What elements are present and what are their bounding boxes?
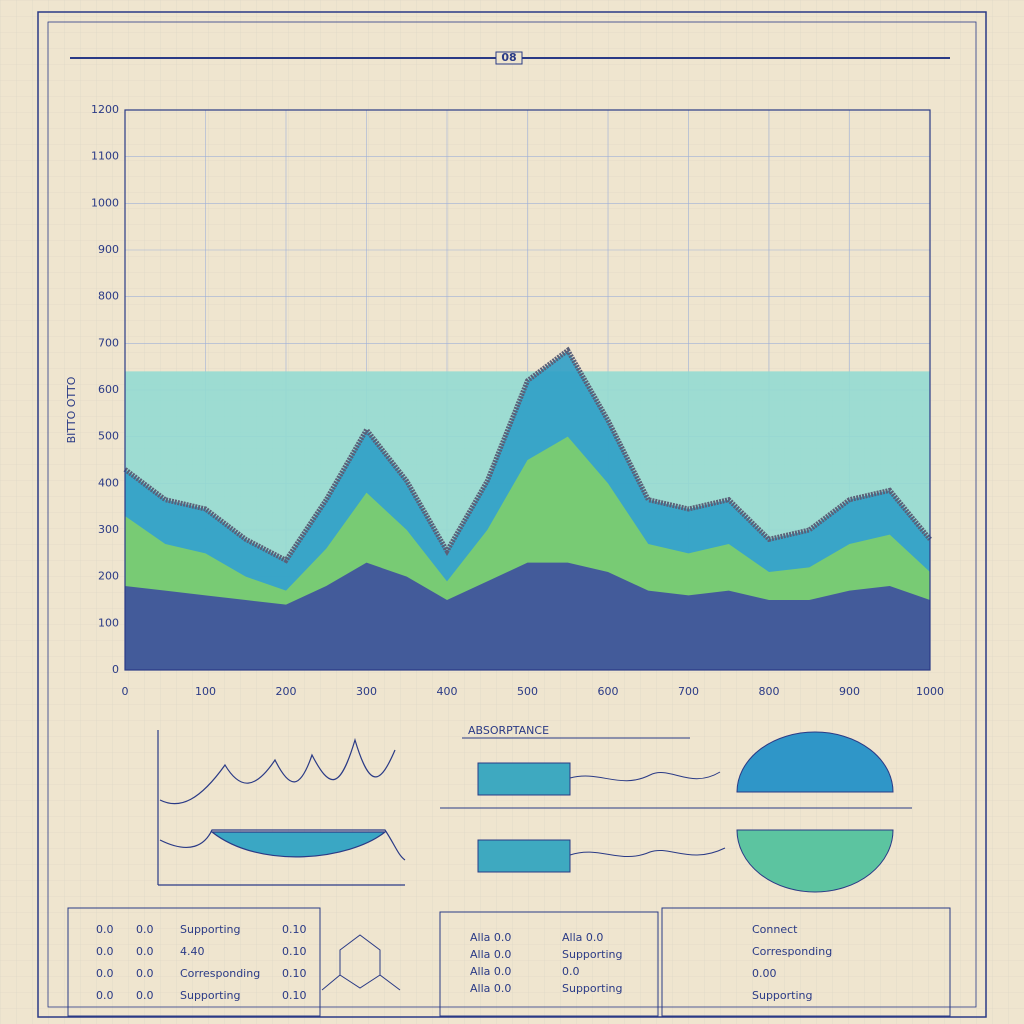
y-tick-label: 1100 [91, 150, 119, 163]
legend-text: 0.00 [752, 967, 777, 980]
x-tick-label: 300 [356, 685, 377, 698]
y-tick-label: 900 [98, 243, 119, 256]
x-tick-label: 700 [678, 685, 699, 698]
legends: 0.0 0.0 Supporting 0.10 0.0 0.0 4.40 0.10 0.0 0.0… [96, 923, 832, 1002]
x-tick-label: 200 [276, 685, 297, 698]
frame [37, 11, 987, 1018]
y-tick-label: 400 [98, 476, 119, 489]
legend-text: Alla 0.0 [562, 931, 603, 944]
y-tick-label: 1200 [91, 103, 119, 116]
legend-text: Alla 0.0 [470, 931, 511, 944]
legend-text: 0.0 [136, 989, 154, 1002]
legend-text: Alla 0.0 [470, 948, 511, 961]
x-tick-label: 400 [437, 685, 458, 698]
absorbance-label: ABSORPTANCE [468, 724, 549, 737]
y-tick-label: 1000 [91, 196, 119, 209]
y-tick-label: 0 [112, 663, 119, 676]
legend-text: 0.0 [136, 945, 154, 958]
legend-text: 0.10 [282, 923, 307, 936]
main-chart: 0100200300400500600700800900100011001200… [91, 103, 944, 698]
legend-text: Alla 0.0 [470, 965, 511, 978]
legend-text: Supporting [752, 989, 813, 1002]
legend-text: Supporting [562, 948, 623, 961]
legend-text: 4.40 [180, 945, 205, 958]
small-chart [157, 730, 406, 886]
plot-frame [124, 109, 931, 671]
legend-boxes [67, 907, 951, 1017]
legend-text: Connect [752, 923, 798, 936]
title-box [495, 51, 523, 65]
y-tick-label: 200 [98, 570, 119, 583]
legend-text: 0.0 [96, 945, 114, 958]
legend-text: Corresponding [752, 945, 832, 958]
chart-title: 08 [501, 51, 516, 64]
legend-text: Corresponding [180, 967, 260, 980]
y-tick-label: 500 [98, 430, 119, 443]
y-tick-label: 700 [98, 336, 119, 349]
y-tick-label: 300 [98, 523, 119, 536]
x-tick-label: 900 [839, 685, 860, 698]
line [123, 346, 932, 564]
legend-text: Supporting [562, 982, 623, 995]
x-tick-label: 1000 [916, 685, 944, 698]
y-tick-label: 100 [98, 616, 119, 629]
legend-text: 0.10 [282, 945, 307, 958]
legend-text: Supporting [180, 923, 241, 936]
x-tick-label: 500 [517, 685, 538, 698]
legend-text: 0.0 [136, 967, 154, 980]
legend-text: 0.10 [282, 967, 307, 980]
area [125, 562, 930, 670]
legend-text: 0.0 [136, 923, 154, 936]
legend-text: 0.0 [96, 989, 114, 1002]
legend-text: Alla 0.0 [470, 982, 511, 995]
frame-inner [47, 21, 977, 1008]
x-tick-label: 800 [759, 685, 780, 698]
legend-text: Supporting [180, 989, 241, 1002]
x-tick-label: 100 [195, 685, 216, 698]
legend-text: 0.10 [282, 989, 307, 1002]
absorbance-strips [440, 731, 912, 893]
legend-text: 0.0 [96, 923, 114, 936]
legend-text: 0.0 [562, 965, 580, 978]
y-tick-label: 600 [98, 383, 119, 396]
y-axis-label: BITTO OTTO [65, 376, 78, 443]
x-tick-label: 600 [598, 685, 619, 698]
x-tick-label: 0 [122, 685, 129, 698]
y-tick-label: 800 [98, 290, 119, 303]
legend-text: 0.0 [96, 967, 114, 980]
